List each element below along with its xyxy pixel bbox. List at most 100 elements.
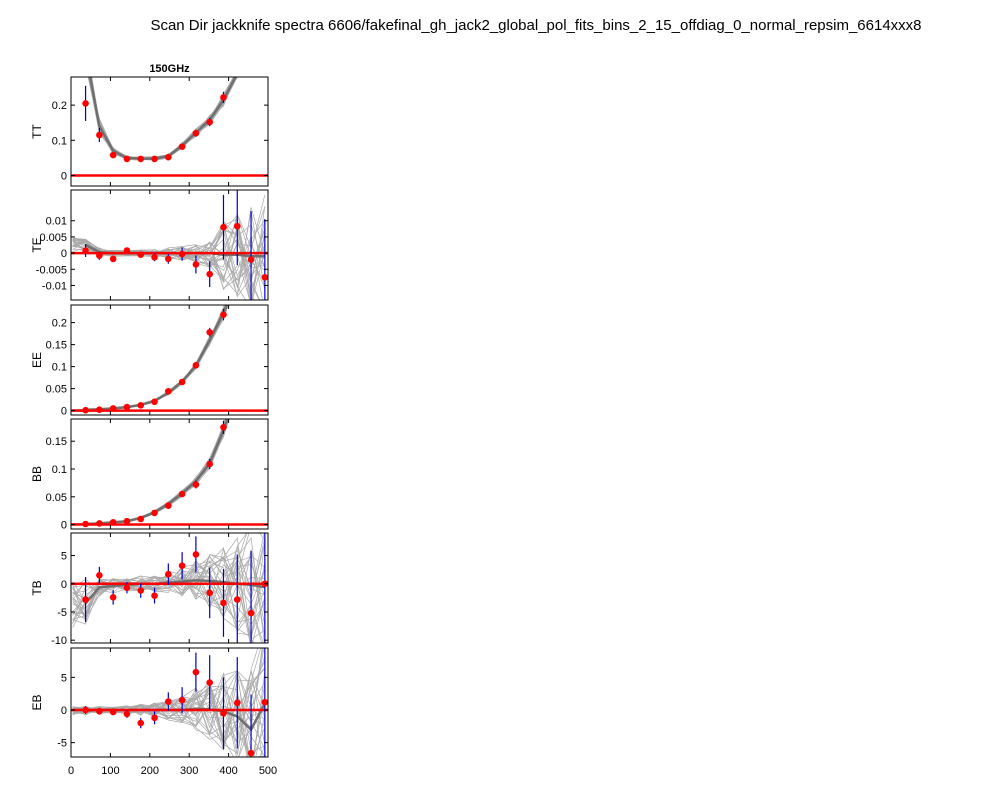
data-point [151,155,158,163]
y-tick-label: 5 [61,551,67,563]
y-tick-label: 5 [61,672,67,684]
data-point [192,361,200,369]
data-point [220,424,227,431]
data-point [206,118,213,126]
panel-frame [70,647,269,758]
data-point [192,129,200,137]
data-point [233,596,241,603]
data-point [96,131,103,139]
sim-realisation [87,77,235,159]
sim-realisation [72,419,229,525]
x-tick-label: 200 [141,765,159,777]
data-point [247,749,255,757]
data-point [96,406,103,414]
sim-realisation [72,305,229,411]
y-tick-label: 0 [61,248,67,260]
sim-realisation [72,419,230,525]
data-point [151,592,158,599]
sim-realisation [72,419,229,525]
y-tick-label: 0 [61,170,67,182]
data-point [82,520,89,528]
sim-realisation [91,77,237,161]
data-point [123,710,131,718]
sim-realisation [72,305,229,411]
y-tick-label: 0.1 [52,464,67,476]
data-point [220,311,227,318]
data-point [220,94,227,101]
y-axis-label: TB [30,580,44,595]
data-point [206,679,213,686]
data-point [247,609,255,617]
panel-frame [70,189,269,301]
sim-realisation [72,305,227,410]
data-point [261,698,268,706]
sim-realisation [72,305,229,411]
sim-realisation [72,305,227,411]
data-point [151,253,158,261]
sim-mean-line [88,77,237,160]
sim-realisation [72,419,229,525]
sim-realisation [72,419,227,525]
sim-realisation [90,77,236,160]
y-tick-label: 0.15 [46,436,67,448]
data-point [233,222,241,230]
x-tick-label: 0 [68,765,74,777]
data-point [82,706,89,714]
sim-realisation [72,305,227,411]
sim-realisation [72,419,227,525]
sim-realisation [72,574,264,643]
x-tick-label: 500 [259,765,277,777]
sim-realisation [72,419,227,525]
data-point [178,562,186,570]
data-point [178,490,186,498]
sim-realisation [72,419,229,525]
sim-mean-line [85,419,229,526]
sim-realisation [72,305,225,411]
sim-realisation [90,77,237,160]
sim-realisation [90,77,236,159]
data-point [220,223,227,231]
data-point [123,584,131,592]
data-point [96,708,103,715]
sim-realisation [72,305,225,411]
data-point [123,247,131,254]
data-point [137,515,145,523]
sim-realisation [72,419,230,525]
data-point [109,405,117,412]
y-tick-label: 0.01 [46,216,67,228]
data-point [178,143,186,150]
data-point [96,252,103,259]
data-point [137,402,145,409]
y-tick-label: -0.005 [36,264,67,276]
y-tick-label: -10 [51,635,67,647]
sim-realisation [72,305,228,411]
sim-realisation [72,305,229,411]
data-point [123,155,131,163]
sim-realisation [72,419,227,525]
y-tick-label: 0.1 [52,362,67,374]
panel-tb-plot [71,533,268,643]
y-axis-label: EE [30,352,44,368]
data-point [151,509,158,517]
data-point [82,100,89,107]
data-point [109,519,117,526]
data-point [192,551,200,558]
data-point [109,708,117,716]
data-point [151,714,158,722]
sim-realisation [72,419,227,525]
data-point [123,517,131,525]
data-point [220,709,227,717]
y-tick-label: 0.2 [52,318,67,330]
sim-realisation [72,419,226,525]
sim-realisation [72,419,227,525]
data-point [206,589,213,597]
data-point [82,406,89,414]
data-point [137,251,145,259]
y-tick-label: -5 [57,738,67,750]
data-point [137,587,145,594]
sim-realisation [72,419,230,525]
sim-realisation [89,77,238,160]
sim-realisation [90,77,235,160]
sim-realisation [91,77,235,160]
y-tick-label: 0.2 [52,100,67,112]
